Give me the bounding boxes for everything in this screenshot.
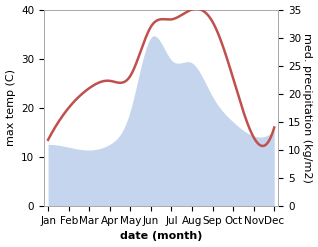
X-axis label: date (month): date (month) — [120, 231, 202, 242]
Y-axis label: max temp (C): max temp (C) — [5, 69, 16, 146]
Y-axis label: med. precipitation (kg/m2): med. precipitation (kg/m2) — [302, 33, 313, 183]
